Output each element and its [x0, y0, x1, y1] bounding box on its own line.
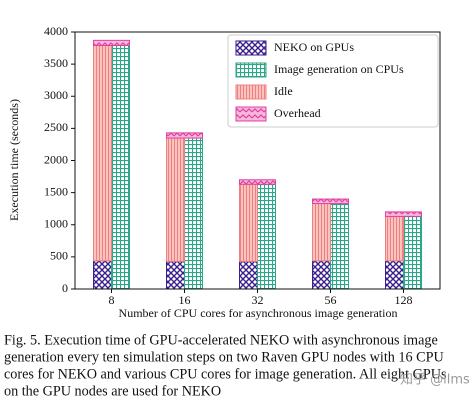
legend-swatch	[235, 40, 267, 56]
legend-label: Overhead	[274, 106, 321, 120]
legend-swatch	[235, 62, 267, 78]
bar-segment	[184, 137, 203, 290]
x-tick-label: 16	[179, 293, 191, 307]
bar-segment	[330, 203, 349, 290]
bar-segment	[93, 260, 112, 290]
y-tick-label: 3500	[44, 56, 68, 70]
bar-segment	[403, 215, 422, 290]
caption-line: Fig. 5. Execution time of GPU-accelerate…	[4, 332, 438, 348]
y-axis-label: Execution time (seconds)	[7, 99, 21, 221]
bar-segment	[239, 183, 258, 262]
bar-segment	[312, 203, 331, 262]
bar-segment	[93, 39, 130, 46]
bar-segment	[166, 137, 185, 262]
x-tick-label: 8	[109, 293, 115, 307]
legend-box	[227, 34, 439, 128]
bar-segment	[166, 260, 185, 290]
legend-label: Idle	[274, 84, 293, 98]
caption-line: generation every ten simulation steps on…	[4, 349, 444, 365]
legend-swatch	[235, 106, 267, 122]
watermark: 知乎 @llms	[400, 372, 470, 388]
y-tick-label: 0	[62, 281, 68, 295]
legend-label: NEKO on GPUs	[274, 40, 354, 54]
y-tick-label: 4000	[44, 24, 68, 38]
bar-segment	[93, 44, 112, 262]
bar-segment	[385, 211, 422, 217]
x-axis-label: Number of CPU cores for asynchronous ima…	[119, 306, 398, 320]
bar-segment	[257, 183, 276, 290]
y-tick-label: 1500	[44, 184, 68, 198]
x-tick-label: 128	[395, 293, 413, 307]
caption-line: cores for NEKO and various CPU cores for…	[4, 366, 447, 382]
bar-segment	[385, 260, 404, 290]
caption-line: on the GPU nodes are used for NEKO	[4, 383, 221, 399]
bar-segment	[111, 44, 130, 290]
bar-segment	[239, 260, 258, 290]
x-tick-label: 32	[252, 293, 264, 307]
y-tick-label: 2000	[44, 152, 68, 166]
y-tick-label: 1000	[44, 217, 68, 231]
y-tick-label: 3000	[44, 88, 68, 102]
bar-segment	[239, 179, 276, 185]
x-tick-label: 56	[325, 293, 337, 307]
plot-frame	[74, 31, 441, 290]
bar-segment	[385, 215, 404, 262]
legend-swatch	[235, 84, 267, 100]
bar-segment	[312, 198, 349, 205]
legend-label: Image generation on CPUs	[274, 62, 404, 76]
y-tick-label: 2500	[44, 120, 68, 134]
y-tick-label: 500	[50, 249, 68, 263]
bar-segment	[166, 132, 203, 139]
bar-segment	[312, 260, 331, 290]
